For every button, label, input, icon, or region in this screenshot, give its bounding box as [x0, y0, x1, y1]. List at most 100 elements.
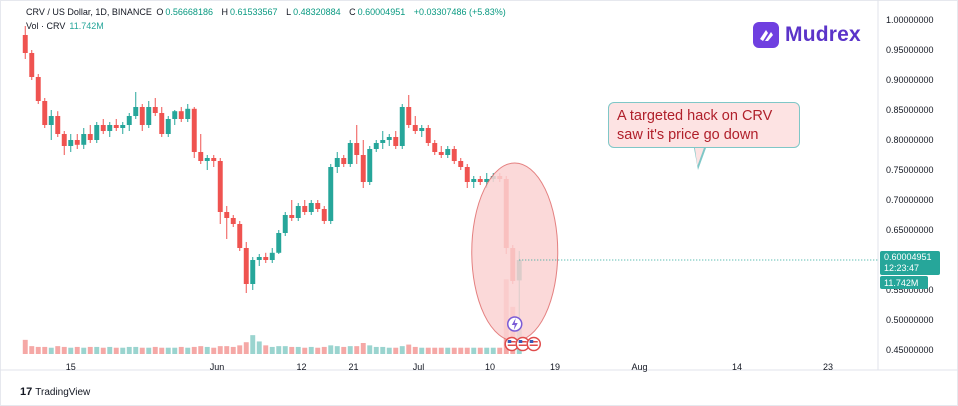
volume-bar — [321, 346, 327, 354]
volume-bar — [172, 347, 178, 354]
volume-bar — [386, 347, 392, 354]
y-tick-label: 1.00000000 — [886, 15, 934, 25]
y-tick-label: 0.80000000 — [886, 135, 934, 145]
volume-bar — [302, 347, 308, 354]
price-badge-value: 0.60004951 — [884, 252, 932, 262]
candle-body — [458, 161, 464, 167]
volume-value: 11.742M — [69, 21, 104, 31]
volume-bar — [191, 346, 197, 354]
candle-body — [445, 149, 451, 155]
volume-bar — [87, 346, 93, 354]
y-tick-label: 0.75000000 — [886, 165, 934, 175]
volume-bar — [354, 346, 360, 354]
volume-bar — [451, 347, 457, 354]
volume-bar — [289, 346, 295, 354]
tradingview-attribution[interactable]: 17 TradingView — [20, 386, 90, 398]
volume-bar — [81, 347, 87, 354]
us-flag-icon — [526, 336, 541, 352]
volume-bar — [126, 346, 132, 354]
volume-bar — [295, 346, 301, 354]
candle-body — [386, 137, 392, 140]
y-tick-label: 0.65000000 — [886, 225, 934, 235]
candle-body — [237, 224, 243, 248]
volume-bar — [250, 335, 256, 354]
volume-bar — [204, 346, 210, 354]
symbol-title[interactable]: CRV / US Dollar, 1D, BINANCE — [26, 7, 152, 17]
y-tick-label: 0.90000000 — [886, 75, 934, 85]
flag-stripe — [518, 344, 527, 346]
volume-bar — [22, 339, 28, 354]
y-tick-label: 0.50000000 — [886, 315, 934, 325]
x-tick-label: 19 — [550, 362, 560, 372]
flag-stripe — [529, 344, 538, 346]
candle-body — [432, 143, 438, 152]
candle-body — [308, 203, 314, 212]
volume-bar — [334, 346, 340, 354]
candle-body — [61, 134, 67, 146]
x-tick-label: 10 — [485, 362, 495, 372]
volume-bar — [490, 347, 496, 354]
candle-body — [334, 158, 340, 167]
flag-stripe — [518, 341, 527, 343]
volume-bar — [68, 347, 74, 354]
candle-body — [172, 111, 178, 119]
candle-body — [471, 179, 477, 182]
candle-body — [256, 257, 262, 260]
candle-body — [139, 107, 145, 125]
volume-bar — [380, 346, 386, 354]
candle-body — [68, 140, 74, 146]
volume-label[interactable]: Vol · CRV — [26, 21, 66, 31]
candle-body — [126, 116, 132, 125]
high-value: 0.61533567 — [229, 7, 278, 17]
candle-body — [295, 206, 301, 218]
candle-body — [289, 215, 295, 218]
volume-bar — [458, 347, 464, 354]
candle-body — [315, 203, 321, 209]
volume-bar — [341, 346, 347, 354]
volume-bar — [282, 346, 288, 354]
volume-bar — [61, 346, 67, 354]
volume-bar — [464, 347, 470, 354]
annotation-callout: A targeted hack on CRV saw it's price go… — [608, 102, 800, 148]
volume-bar — [315, 347, 321, 354]
flag-canton — [507, 340, 512, 343]
volume-bar — [308, 346, 314, 354]
candle-body — [152, 107, 158, 113]
candle-body — [165, 119, 171, 134]
tradingview-name: TradingView — [35, 386, 91, 398]
volume-bar — [178, 346, 184, 354]
flag-stripe — [507, 341, 516, 343]
high-label: H — [221, 7, 228, 17]
volume-bar — [367, 345, 373, 354]
x-tick-label: 15 — [66, 362, 76, 372]
volume-bar — [484, 347, 490, 354]
candle-body — [347, 143, 353, 164]
y-tick-label: 0.70000000 — [886, 195, 934, 205]
volume-bar — [74, 346, 80, 354]
y-tick-label: 0.45000000 — [886, 345, 934, 355]
highlight-ellipse — [471, 162, 559, 342]
volume-badge-value: 11.742M — [884, 278, 918, 288]
volume-bar — [185, 347, 191, 354]
volume-bar — [42, 346, 48, 354]
volume-bar — [269, 346, 275, 354]
x-tick-label: Jul — [413, 362, 425, 372]
chart-grid: 1.00000000 0.95000000 0.90000000 0.85000000… — [0, 0, 958, 372]
volume-bar — [471, 347, 477, 354]
lightning-glyph — [511, 318, 518, 330]
candle-body — [94, 125, 100, 140]
candle-body — [367, 149, 373, 182]
candle-body — [55, 116, 61, 134]
candle-body — [146, 107, 152, 125]
candle-body — [373, 143, 379, 149]
volume-bar — [347, 346, 353, 354]
candle-body — [380, 140, 386, 143]
price-badge-countdown: 12:23:47 — [884, 263, 919, 273]
volume-bar — [425, 347, 431, 354]
candle-body — [484, 179, 490, 182]
volume-bar — [211, 347, 217, 354]
candle-body — [451, 149, 457, 161]
candle-body — [29, 53, 35, 77]
volume-header: Vol · CRV 11.742M — [26, 21, 104, 31]
